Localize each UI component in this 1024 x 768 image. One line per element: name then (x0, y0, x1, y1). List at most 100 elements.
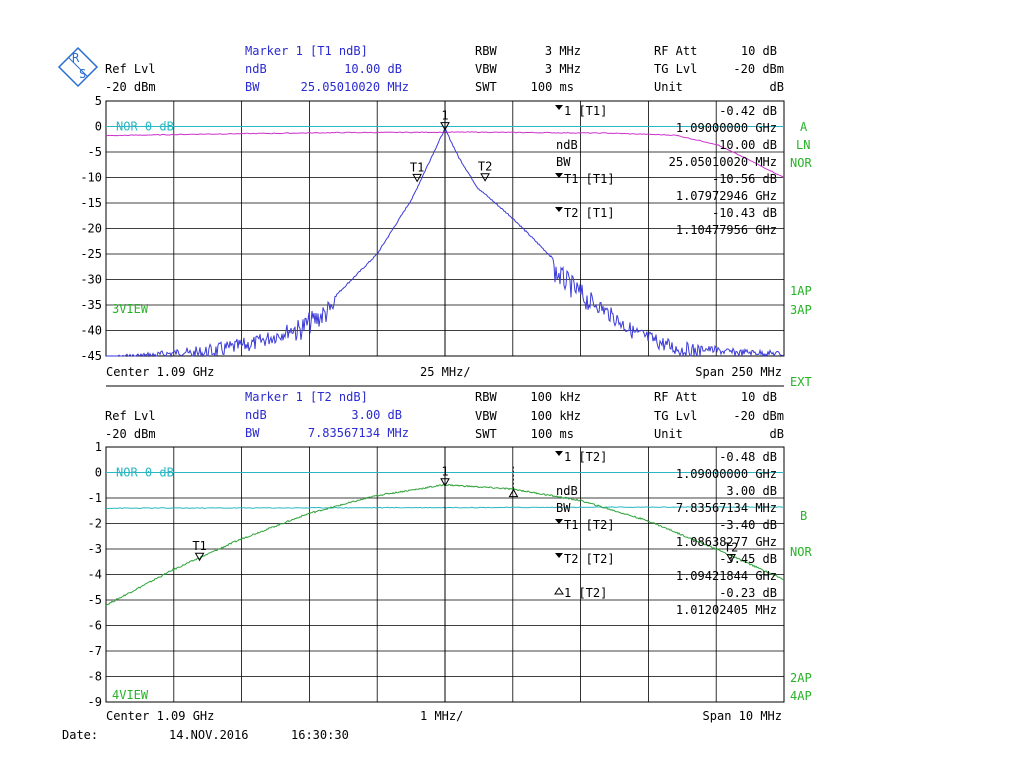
top-bw-label: BW (245, 80, 260, 94)
marker-name: 1 [T2] (564, 450, 607, 464)
bottom-span: Span 10 MHz (703, 709, 782, 723)
date-value: 14.NOV.2016 (169, 728, 248, 742)
bottom-ap2-label: 4AP (790, 689, 812, 703)
bottom-markers: 1 T1 T2 (192, 447, 738, 702)
top-marker-title: Marker 1 [T1 ndB] (245, 44, 368, 58)
top-markers: 1 T1 T2 (410, 101, 492, 356)
bottom-ndb-label: ndB (245, 408, 267, 422)
ext-label: EXT (790, 375, 812, 389)
y-tick-label: -6 (88, 619, 102, 633)
top-ap1-label: 1AP (790, 284, 812, 298)
marker-1: 1 (440, 447, 450, 702)
top-swt-label: SWT (475, 80, 497, 94)
top-unit-value: dB (770, 80, 784, 94)
bottom-rbw-label: RBW (475, 390, 497, 404)
bottom-reference-label: NOR 0 dB (116, 466, 174, 480)
marker-value: 25.05010020 MHz (669, 155, 777, 169)
marker-table-row: 1 [T1] -0.42 dB 1.09000000 GHz (555, 104, 777, 135)
marker-1: 1 (440, 101, 450, 356)
y-tick-label: -35 (80, 298, 102, 312)
bottom-marker-table: 1 [T2] -0.48 dB 1.09000000 GHz ndB 3.00 dB BW… (554, 450, 777, 617)
bottom-rfatt-label: RF Att (654, 390, 697, 404)
top-swt-value: 100 ms (531, 80, 574, 94)
marker-value: -10.56 dB (712, 172, 777, 186)
date-label: Date: (62, 728, 98, 742)
y-tick-label: -2 (88, 517, 102, 531)
marker-table-row: T2 [T1] -10.43 dB 1.10477956 GHz (555, 206, 777, 237)
bottom-tglvl-value: -20 dBm (733, 409, 784, 423)
bottom-rbw-value: 100 kHz (530, 390, 581, 404)
marker-frequency: 1.09000000 GHz (676, 467, 777, 481)
bottom-ref-lvl-value: -20 dBm (105, 427, 156, 441)
bottom-footer: Center 1.09 GHz 1 MHz/ Span 10 MHz (106, 709, 782, 723)
marker-table-row: ndB 10.00 dB (556, 138, 777, 152)
marker-t2: T2 (478, 160, 492, 182)
bottom-bw-value: 7.83567134 MHz (308, 426, 409, 440)
marker-frequency: 1.07972946 GHz (676, 189, 777, 203)
marker-name: BW (556, 501, 571, 515)
top-tglvl-value: -20 dBm (733, 62, 784, 76)
bottom-vbw-value: 100 kHz (530, 409, 581, 423)
y-tick-label: -5 (88, 145, 102, 159)
top-div: 25 MHz/ (420, 365, 471, 379)
marker-value: -10.43 dB (712, 206, 777, 220)
top-header: Marker 1 [T1 ndB] Ref Lvl -20 dBm ndB 10… (105, 44, 784, 94)
top-ref-lvl-label: Ref Lvl (105, 62, 156, 76)
bottom-bw-label: BW (245, 426, 260, 440)
y-tick-label: -30 (80, 273, 102, 287)
top-view-label: 3VIEW (112, 302, 149, 316)
marker-name: T1 [T2] (564, 518, 615, 532)
marker-frequency: 1.01202405 MHz (676, 603, 777, 617)
marker-name: 1 [T2] (564, 586, 607, 600)
marker-label: T2 (478, 160, 492, 174)
top-scale-label: LN (796, 138, 810, 152)
y-tick-label: -8 (88, 670, 102, 684)
marker-value: 7.83567134 MHz (676, 501, 777, 515)
marker-label: T2 (724, 540, 738, 554)
y-tick-label: -25 (80, 247, 102, 261)
date-footer: Date: 14.NOV.2016 16:30:30 (62, 728, 349, 742)
bottom-center-freq: Center 1.09 GHz (106, 709, 214, 723)
top-trace-label: A (800, 120, 808, 134)
bottom-ndb-value: 3.00 dB (351, 408, 402, 422)
top-vbw-label: VBW (475, 62, 497, 76)
top-rbw-value: 3 MHz (545, 44, 581, 58)
bottom-swt-label: SWT (475, 427, 497, 441)
bottom-mode-label: NOR (790, 545, 812, 559)
marker-name: BW (556, 155, 571, 169)
marker-value: 3.00 dB (726, 484, 777, 498)
y-tick-label: -45 (80, 349, 102, 363)
marker-frequency: 1.09000000 GHz (676, 121, 777, 135)
top-footer: Center 1.09 GHz 25 MHz/ Span 250 MHz (106, 365, 782, 379)
marker-frequency: 1.09421844 GHz (676, 569, 777, 583)
marker-table-row: T2 [T2] -3.45 dB 1.09421844 GHz (555, 552, 777, 583)
top-ndb-value: 10.00 dB (344, 62, 402, 76)
time-value: 16:30:30 (291, 728, 349, 742)
bottom-unit-label: Unit (654, 427, 683, 441)
top-ap2-label: 3AP (790, 303, 812, 317)
bottom-swt-value: 100 ms (531, 427, 574, 441)
marker-label: T1 (192, 539, 206, 553)
y-tick-label: -40 (80, 324, 102, 338)
y-tick-label: -9 (88, 695, 102, 709)
top-plot: 5 0 -5 -10 -15 -20 -25 -30 -35 -40 -45 NOR 0 dB 1 T… (80, 94, 785, 363)
bottom-header: Marker 1 [T2 ndB] Ref Lvl -20 dBm ndB 3.… (105, 390, 784, 441)
bottom-marker-title: Marker 1 [T2 ndB] (245, 390, 368, 404)
marker-t1: T1 (192, 539, 207, 562)
top-span: Span 250 MHz (695, 365, 782, 379)
bottom-y-tick-labels: 1 0 -1 -2 -3 -4 -5 -6 -7 -8 -9 (88, 440, 102, 709)
top-rbw-label: RBW (475, 44, 497, 58)
bottom-plot: 1 0 -1 -2 -3 -4 -5 -6 -7 -8 -9 NOR 0 dB 1 T1 T2 1 [T… (88, 440, 785, 709)
marker-value: -3.40 dB (719, 518, 777, 532)
top-center-freq: Center 1.09 GHz (106, 365, 214, 379)
marker-table-row: T1 [T2] -3.40 dB 1.08638277 GHz (555, 518, 777, 549)
bottom-right-labels: B NOR 2AP 4AP (790, 509, 812, 703)
y-tick-label: 0 (95, 120, 102, 134)
marker-value: -3.45 dB (719, 552, 777, 566)
marker-frequency: 1.08638277 GHz (676, 535, 777, 549)
marker-table-row: T1 [T1] -10.56 dB 1.07972946 GHz (555, 172, 777, 203)
marker-value: -0.48 dB (719, 450, 777, 464)
bottom-rfatt-value: 10 dB (741, 390, 777, 404)
marker-name: T2 [T1] (564, 206, 615, 220)
